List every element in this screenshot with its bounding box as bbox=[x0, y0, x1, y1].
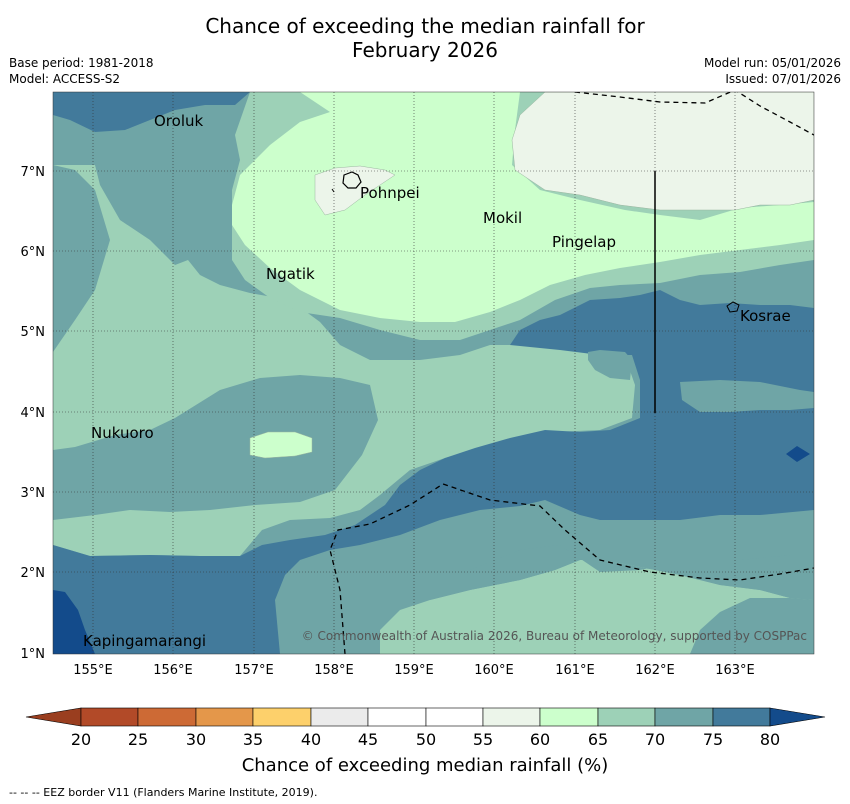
place-nukuoro: Nukuoro bbox=[91, 424, 154, 442]
band-70-75-patch-b bbox=[680, 380, 814, 412]
lon-tick: 163°E bbox=[715, 663, 755, 678]
colorbar-tick: 80 bbox=[760, 730, 780, 749]
colorbar-tick: 40 bbox=[301, 730, 321, 749]
lat-axis: 1°N 2°N 3°N 4°N 5°N 6°N 7°N bbox=[21, 165, 46, 662]
lat-tick: 4°N bbox=[21, 406, 46, 421]
colorbar-cell bbox=[195, 707, 254, 727]
band-55-60-northeast bbox=[511, 92, 814, 211]
lon-tick: 155°E bbox=[73, 663, 113, 678]
eez-border bbox=[329, 92, 814, 654]
band-80-southwest bbox=[53, 590, 95, 654]
lon-tick: 156°E bbox=[153, 663, 193, 678]
lon-tick: 159°E bbox=[394, 663, 434, 678]
lon-tick: 160°E bbox=[474, 663, 514, 678]
lat-tick: 7°N bbox=[21, 165, 46, 180]
colorbar-cell bbox=[80, 707, 139, 727]
map-frame bbox=[52, 91, 815, 655]
colorbar-high-arrow bbox=[769, 707, 826, 727]
lat-tick: 3°N bbox=[21, 486, 46, 501]
colorbar-tick: 70 bbox=[645, 730, 665, 749]
pohnpei-island bbox=[342, 171, 362, 189]
colorbar-cell bbox=[654, 707, 714, 727]
lon-tick: 158°E bbox=[314, 663, 354, 678]
map-title: Chance of exceeding the median rainfall … bbox=[0, 14, 850, 62]
colorbar-tick: 35 bbox=[243, 730, 263, 749]
island-mark-1 bbox=[331, 188, 335, 193]
lon-axis: 155°E 156°E 157°E 158°E 159°E 160°E 161°… bbox=[73, 663, 755, 678]
colorbar-cell bbox=[539, 707, 599, 727]
band-65-70-west bbox=[53, 165, 635, 556]
place-pohnpei: Pohnpei bbox=[360, 184, 420, 202]
issued-date: Issued: 07/01/2026 bbox=[725, 72, 841, 86]
meta-right: Model run: 05/01/2026 Issued: 07/01/2026 bbox=[704, 55, 841, 87]
band-75-80-northwest bbox=[53, 92, 250, 132]
colorbar-tick: 75 bbox=[703, 730, 723, 749]
place-pingelap: Pingelap bbox=[552, 233, 616, 251]
rainfall-map: Oroluk Pohnpei Mokil Pingelap Ngatik Kos… bbox=[53, 92, 814, 654]
lon-tick: 157°E bbox=[234, 663, 274, 678]
lat-tick: 1°N bbox=[21, 647, 46, 662]
colorbar bbox=[25, 707, 826, 727]
colorbar-cell bbox=[712, 707, 771, 727]
colorbar-ticks: 20 25 30 35 40 45 50 55 60 65 70 75 80 bbox=[71, 730, 780, 749]
place-mokil: Mokil bbox=[483, 209, 522, 227]
band-70-75-patch-a bbox=[588, 350, 632, 380]
band-75-80-southeast bbox=[53, 290, 814, 654]
lat-tick: 5°N bbox=[21, 325, 46, 340]
band-70-75-south bbox=[430, 545, 814, 600]
colorbar-tick: 60 bbox=[530, 730, 550, 749]
band-70-75-southeast-corner bbox=[690, 598, 814, 654]
colorbar-label: Chance of exceeding median rainfall (%) bbox=[241, 755, 609, 776]
colorbar-cell bbox=[482, 707, 541, 727]
colorbar-tick: 65 bbox=[588, 730, 608, 749]
colorbar-cell bbox=[597, 707, 656, 727]
place-kosrae: Kosrae bbox=[740, 307, 791, 325]
colorbar-cell bbox=[252, 707, 312, 727]
title-line-2: February 2026 bbox=[352, 38, 498, 62]
colorbar-tick: 45 bbox=[358, 730, 378, 749]
place-labels: Oroluk Pohnpei Mokil Pingelap Ngatik Kos… bbox=[83, 112, 791, 650]
lat-tick: 2°N bbox=[21, 566, 46, 581]
eez-legend-note: -- -- -- EEZ border V11 (Flanders Marine… bbox=[9, 786, 318, 799]
colorbar-tick: 55 bbox=[473, 730, 493, 749]
colorbar-tick: 50 bbox=[416, 730, 436, 749]
colorbar-tick: 30 bbox=[186, 730, 206, 749]
colorbar-cell bbox=[310, 707, 369, 727]
colorbar-cell bbox=[367, 707, 427, 727]
band-80-east bbox=[786, 446, 810, 462]
place-kapingamarangi: Kapingamarangi bbox=[83, 632, 206, 650]
meta-left: Base period: 1981-2018 Model: ACCESS-S2 bbox=[9, 55, 154, 87]
colorbar-cell bbox=[425, 707, 484, 727]
band-60-65 bbox=[232, 92, 814, 322]
base-period: Base period: 1981-2018 bbox=[9, 56, 154, 70]
model-run: Model run: 05/01/2026 bbox=[703, 56, 841, 70]
place-oroluk: Oroluk bbox=[154, 112, 203, 130]
colorbar-cell bbox=[137, 707, 197, 727]
colorbar-tick: 20 bbox=[71, 730, 91, 749]
copyright-note: © Commonwealth of Australia 2026, Bureau… bbox=[302, 629, 807, 643]
lon-tick: 161°E bbox=[555, 663, 595, 678]
title-line-1: Chance of exceeding the median rainfall … bbox=[205, 14, 645, 38]
lat-tick: 6°N bbox=[21, 245, 46, 260]
kosrae-island bbox=[726, 301, 740, 313]
colorbar-low-arrow bbox=[25, 707, 82, 727]
place-ngatik: Ngatik bbox=[266, 265, 315, 283]
lon-tick: 162°E bbox=[635, 663, 675, 678]
model-name: Model: ACCESS-S2 bbox=[9, 72, 121, 86]
colorbar-tick: 25 bbox=[128, 730, 148, 749]
band-60-65-blob bbox=[249, 431, 313, 459]
band-55-60-pohnpei bbox=[314, 165, 396, 216]
